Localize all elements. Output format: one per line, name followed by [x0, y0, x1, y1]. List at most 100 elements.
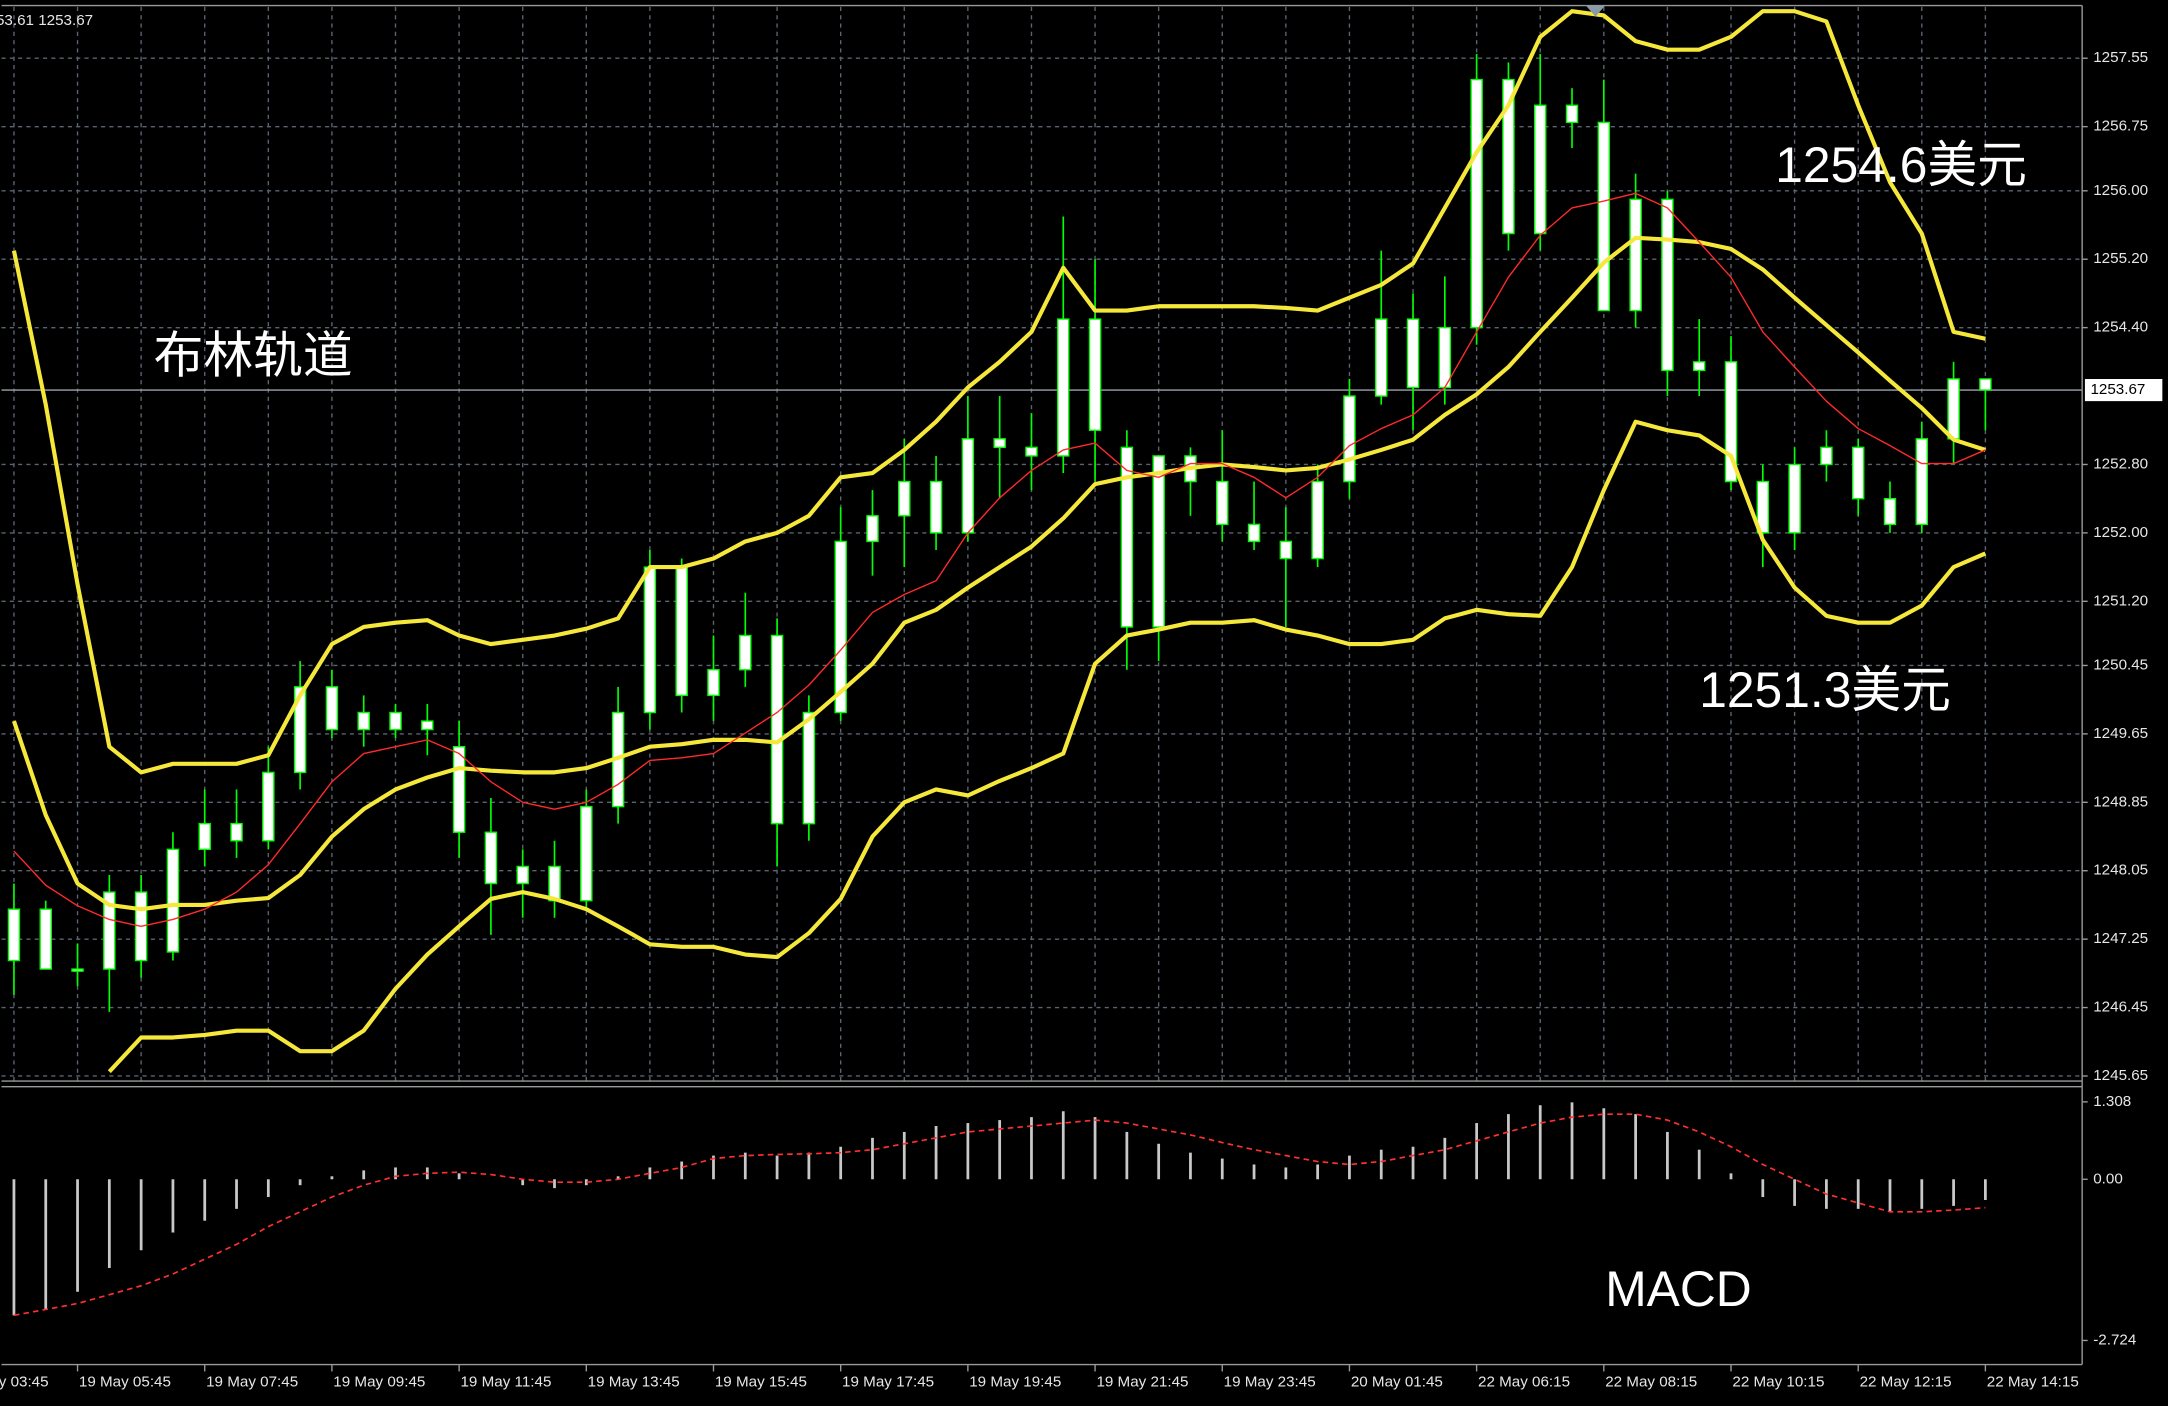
- candle-body: [1343, 395, 1356, 483]
- current-price-box: [2084, 379, 2163, 402]
- x-tick-label: 22 May 10:15: [1732, 1374, 1824, 1391]
- candle-body: [7, 908, 21, 962]
- x-tick-label: 19 May 13:45: [588, 1374, 680, 1391]
- label-layer: 1257.55 1256.75 1256.00 1255.20 1254.40 1252.…: [0, 49, 2163, 1391]
- y-tick-label: 1254.40: [2093, 319, 2148, 336]
- indicator-line: [13, 192, 1986, 928]
- y-tick-label: 1256.75: [2093, 118, 2148, 135]
- header-text: 53.61 1253.67: [0, 12, 93, 29]
- x-tick-label-partial: y 03:45: [0, 1374, 49, 1391]
- x-tick-label: 19 May 07:45: [206, 1374, 298, 1391]
- y-tick-label: -2.724: [2093, 1331, 2136, 1348]
- y-tick-label: 1245.65: [2093, 1067, 2148, 1084]
- x-tick-label: 19 May 09:45: [333, 1374, 425, 1391]
- candle-body: [1152, 455, 1165, 628]
- candle-body: [993, 438, 1006, 449]
- candle-body: [675, 566, 688, 697]
- candle-body: [1788, 463, 1801, 534]
- candle-body: [1661, 198, 1674, 372]
- candle-body: [770, 634, 784, 825]
- candle-body: [389, 711, 402, 731]
- candle-body: [484, 831, 498, 885]
- candle-body: [516, 865, 529, 885]
- y-tick-label: 1249.65: [2093, 725, 2148, 742]
- y-tick-label: 1252.00: [2093, 524, 2148, 541]
- y-tick-label: 1.308: [2093, 1093, 2131, 1110]
- candle-body: [866, 515, 879, 543]
- x-tick-label: 19 May 19:45: [969, 1374, 1061, 1391]
- candle-body: [1915, 438, 1929, 526]
- y-tick-label: 1247.25: [2093, 930, 2148, 947]
- candle-body: [1502, 78, 1515, 235]
- x-tick-label: 22 May 14:15: [1987, 1374, 2079, 1391]
- x-tick-label: 20 May 01:45: [1351, 1374, 1443, 1391]
- indicator-line: [11, 9, 1986, 775]
- candle-body: [1470, 78, 1483, 329]
- candle-body: [1375, 318, 1388, 397]
- candle-body: [1597, 121, 1611, 312]
- candle-body: [230, 822, 243, 842]
- y-tick-label: 1257.55: [2093, 49, 2148, 66]
- candle-body: [1247, 523, 1261, 543]
- candle-body: [1088, 318, 1102, 431]
- candle-body: [1883, 497, 1897, 526]
- y-tick-label: 1251.20: [2093, 592, 2148, 609]
- x-tick-label: 22 May 12:15: [1860, 1374, 1952, 1391]
- shift-marker: [1585, 5, 1606, 17]
- y-tick-label: 1252.80: [2093, 455, 2148, 472]
- candle-body: [580, 805, 593, 902]
- candle-body: [739, 634, 752, 671]
- x-tick-label: 22 May 06:15: [1478, 1374, 1570, 1391]
- candle-body: [1025, 446, 1038, 457]
- candle-body: [707, 669, 720, 697]
- indicator-line: [11, 235, 1987, 912]
- y-tick-label: 1246.45: [2093, 999, 2148, 1016]
- candle-body: [452, 746, 466, 833]
- y-tick-label: 0.00: [2093, 1170, 2123, 1187]
- candle-body: [1438, 326, 1452, 389]
- candle-body: [357, 711, 370, 731]
- candle-body: [1279, 540, 1293, 560]
- annotation: MACD: [1605, 1261, 1751, 1317]
- candle-body: [262, 771, 275, 842]
- candle-body: [898, 480, 911, 517]
- candle-body: [802, 711, 816, 825]
- annotation: 布林轨道: [154, 328, 353, 384]
- grid-layer: [1, 6, 2083, 1082]
- candle-body: [1820, 446, 1833, 466]
- annotation: 1251.3美元: [1699, 662, 1951, 718]
- x-tick-label: 19 May 11:45: [460, 1374, 551, 1391]
- candle-body: [1534, 104, 1547, 235]
- annotation: 1254.6美元: [1775, 137, 2027, 193]
- candle-body: [1947, 378, 1960, 440]
- candle-body: [1629, 198, 1642, 312]
- candle-body: [1756, 480, 1770, 534]
- plot-layer: [1, 9, 2083, 1317]
- candle-body: [1057, 318, 1070, 457]
- candle-body: [1216, 480, 1229, 526]
- x-tick-label: 19 May 21:45: [1096, 1374, 1188, 1391]
- x-tick-label: 19 May 05:45: [79, 1374, 171, 1391]
- candle-body: [39, 908, 52, 970]
- indicator-line: [107, 419, 1987, 1074]
- x-tick-label: 22 May 08:15: [1605, 1374, 1697, 1391]
- candle-body: [198, 822, 211, 851]
- candle-body: [1311, 480, 1324, 560]
- candle-body: [961, 438, 975, 534]
- y-tick-label: 1250.45: [2093, 656, 2148, 673]
- candle-body: [1851, 446, 1865, 500]
- candle-body: [103, 891, 116, 970]
- x-tick-label: 19 May 17:45: [842, 1374, 934, 1391]
- candle-body: [1724, 361, 1738, 483]
- x-tick-label: 19 May 15:45: [715, 1374, 807, 1391]
- y-tick-label: 1248.05: [2093, 862, 2148, 879]
- y-tick-label: 1255.20: [2093, 250, 2148, 267]
- candle-body: [548, 865, 561, 902]
- candle-body: [929, 480, 943, 534]
- candle-body: [643, 566, 657, 714]
- candle-body: [1565, 104, 1579, 124]
- y-tick-label: 1256.00: [2093, 182, 2148, 199]
- y-tick-label: 1248.85: [2093, 793, 2148, 810]
